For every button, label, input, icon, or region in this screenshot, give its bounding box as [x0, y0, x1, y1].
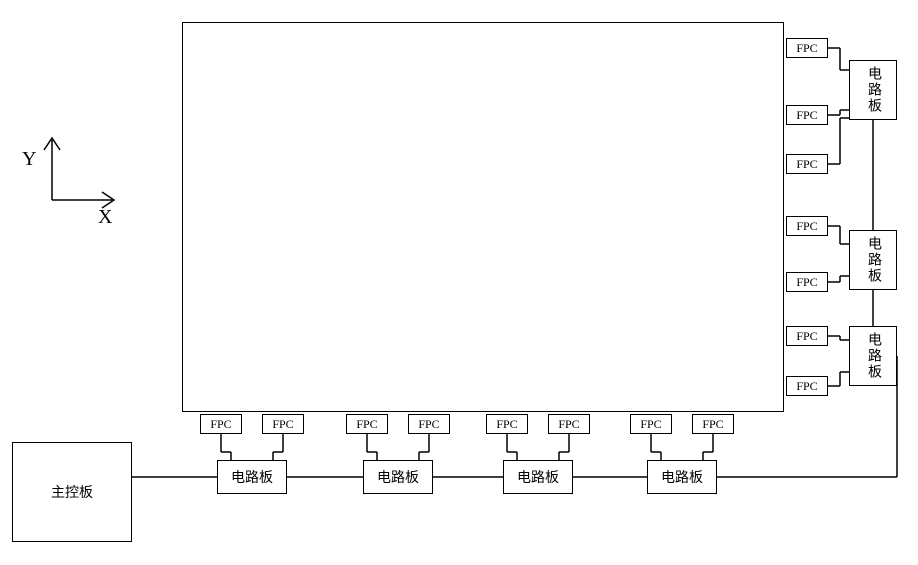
connectors: [0, 0, 918, 565]
